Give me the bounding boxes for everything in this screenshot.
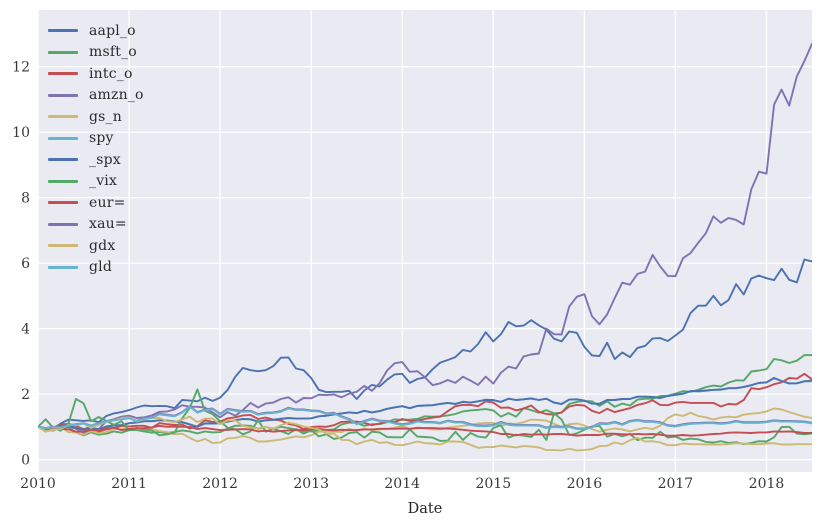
- legend-item-xau=: xau=: [48, 214, 144, 236]
- x-axis-tick-labels: 2010 2011 2012 2013 2014 2015 2016 2017 2018: [20, 476, 784, 492]
- legend-label: msft_o: [89, 44, 137, 61]
- legend-label: amzn_o: [89, 87, 144, 104]
- y-tick-label: 6: [21, 256, 30, 272]
- x-tick-label: 2010: [20, 476, 56, 492]
- legend-item-gld: gld: [48, 257, 144, 279]
- legend-item-msft_o: msft_o: [48, 42, 144, 64]
- x-tick-label: 2017: [658, 476, 694, 492]
- x-tick-label: 2012: [202, 476, 238, 492]
- legend-label: xau=: [89, 216, 127, 233]
- x-tick-label: 2014: [384, 476, 420, 492]
- legend-line-swatch: [48, 222, 78, 226]
- series-lines: [38, 42, 812, 452]
- legend-label: _spx: [89, 151, 121, 168]
- series-line-eur=: [38, 424, 812, 437]
- legend-line-swatch: [48, 201, 78, 205]
- legend-line-swatch: [48, 29, 78, 33]
- legend-label: intc_o: [89, 65, 133, 82]
- legend-label: gld: [89, 259, 113, 276]
- y-tick-label: 8: [21, 191, 30, 207]
- x-tick-label: 2016: [567, 476, 603, 492]
- legend-item-eur=: eur=: [48, 192, 144, 214]
- legend-item-spy: spy: [48, 128, 144, 150]
- y-axis-tick-labels: 0 2 4 6 8 10 12: [12, 60, 30, 469]
- y-tick-label: 4: [21, 322, 30, 338]
- y-tick-label: 0: [21, 453, 30, 469]
- legend-item-amzn_o: amzn_o: [48, 85, 144, 107]
- series-line-intc_o: [38, 372, 812, 433]
- legend-line-swatch: [48, 158, 78, 162]
- legend-label: spy: [89, 130, 114, 147]
- legend-label: gs_n: [89, 108, 122, 125]
- x-tick-label: 2011: [111, 476, 147, 492]
- y-tick-label: 10: [12, 125, 30, 141]
- legend-line-swatch: [48, 72, 78, 76]
- series-line-gld: [38, 405, 812, 431]
- legend-item-_spx: _spx: [48, 149, 144, 171]
- gridlines: [37, 10, 812, 472]
- legend-item-aapl_o: aapl_o: [48, 20, 144, 42]
- legend-item-gdx: gdx: [48, 235, 144, 257]
- plot-area: [38, 10, 812, 472]
- legend-item-gs_n: gs_n: [48, 106, 144, 128]
- legend-label: aapl_o: [89, 22, 136, 39]
- legend-line-swatch: [48, 115, 78, 119]
- x-tick-label: 2015: [475, 476, 511, 492]
- legend-line-swatch: [48, 244, 78, 248]
- x-axis-label: Date: [408, 501, 443, 517]
- legend-line-swatch: [48, 93, 78, 97]
- x-tick-label: 2018: [749, 476, 785, 492]
- legend-item-_vix: _vix: [48, 171, 144, 193]
- y-tick-label: 12: [12, 60, 30, 76]
- legend-line-swatch: [48, 179, 78, 183]
- series-line-gdx: [38, 415, 812, 452]
- legend-line-swatch: [48, 265, 78, 269]
- legend-label: gdx: [89, 237, 116, 254]
- legend-label: eur=: [89, 194, 126, 211]
- legend-line-swatch: [48, 136, 78, 140]
- legend-label: _vix: [89, 173, 118, 190]
- x-tick-label: 2013: [293, 476, 329, 492]
- series-line-_vix: [38, 388, 812, 446]
- legend-line-swatch: [48, 50, 78, 54]
- y-tick-label: 2: [21, 387, 30, 403]
- legend-item-intc_o: intc_o: [48, 63, 144, 85]
- series-line-amzn_o: [38, 42, 812, 434]
